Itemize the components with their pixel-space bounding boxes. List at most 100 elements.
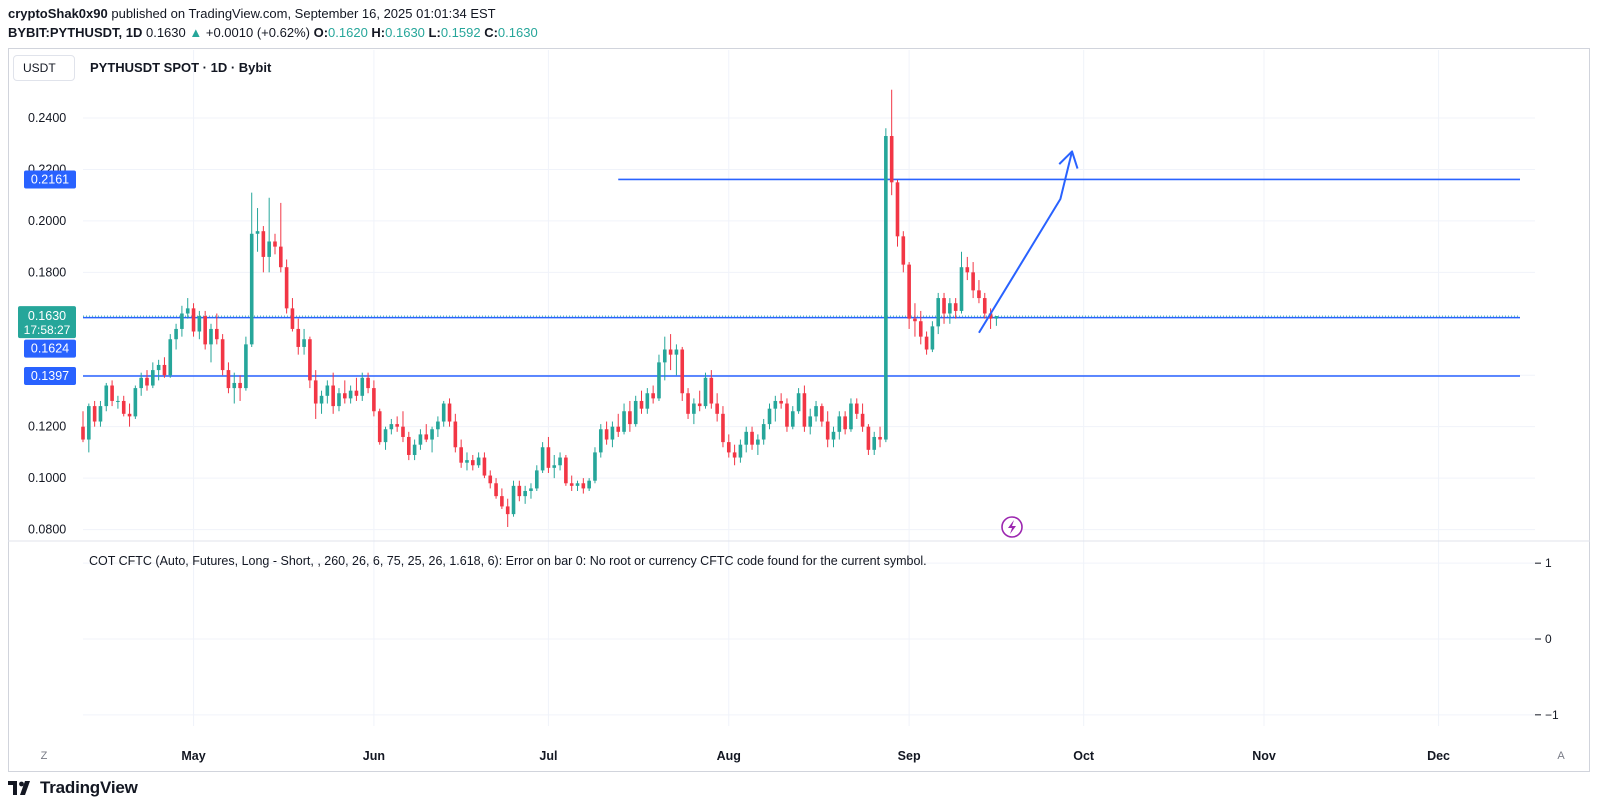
candle-body (738, 444, 743, 458)
candle (505, 498, 510, 527)
candle-body (244, 344, 248, 389)
candle-body (436, 421, 440, 430)
candle-body (767, 408, 772, 425)
time-axis[interactable]: May Jun Jul Aug Sep Oct Nov Dec (181, 749, 1450, 763)
candle (697, 390, 702, 412)
candle (796, 388, 801, 414)
candle (854, 398, 859, 419)
candle-body (529, 488, 533, 491)
candle-body (953, 303, 958, 311)
candle-body (796, 393, 801, 412)
candle (866, 424, 871, 455)
candle-body (662, 349, 667, 363)
candle-body (470, 460, 475, 466)
candle (383, 426, 388, 450)
candle (534, 465, 539, 491)
candle (424, 424, 429, 443)
candle-body (447, 403, 452, 422)
candle (918, 310, 923, 345)
candle (366, 372, 370, 394)
candle-body (302, 339, 306, 347)
publish-text: published on TradingView.com, September … (111, 6, 496, 21)
candle (162, 357, 167, 378)
candles[interactable] (81, 89, 999, 527)
trend-arrow[interactable] (978, 150, 1079, 334)
candle-body (267, 241, 271, 257)
zoom-z-icon[interactable]: Z (35, 746, 53, 764)
candle (901, 231, 906, 273)
candle (529, 483, 533, 499)
candle (744, 426, 749, 453)
candle (558, 452, 562, 471)
candle (430, 426, 434, 453)
candle (395, 416, 399, 432)
candle-body (604, 429, 609, 440)
candle (313, 370, 318, 419)
currency-button[interactable]: USDT (13, 55, 75, 81)
tradingview-logo-text: TradingView (40, 778, 138, 797)
horizontal-lines[interactable] (83, 178, 1520, 377)
candle-body (331, 385, 335, 407)
candle (872, 431, 877, 455)
candle-body (534, 470, 539, 489)
candle (622, 403, 626, 435)
candle-body (389, 424, 394, 430)
candle-body (779, 400, 783, 404)
candle-body (703, 377, 708, 407)
candle-body (406, 436, 411, 455)
candle (843, 411, 847, 435)
candle (447, 398, 452, 427)
candle-body (913, 318, 917, 322)
symbol-name[interactable]: BYBIT:PYTHUSDT, 1D (8, 25, 143, 40)
candle-body (692, 403, 696, 414)
candle (546, 436, 551, 473)
candle-body (366, 377, 370, 389)
candle (459, 439, 463, 468)
auto-scale-icon[interactable]: A (1552, 746, 1570, 764)
lightning-icon[interactable] (1001, 516, 1023, 538)
candle-body (337, 393, 341, 407)
tradingview-logo-icon (8, 781, 30, 795)
candle (203, 310, 207, 350)
candle (598, 424, 603, 458)
indicator-axis: 1 0 −1 (83, 556, 1559, 722)
candle (825, 411, 830, 448)
candle-body (971, 272, 975, 291)
candle-body (820, 406, 824, 422)
candle-body (174, 328, 178, 340)
candle (785, 398, 789, 432)
candle (110, 380, 114, 407)
candle (849, 398, 853, 432)
candle (302, 328, 306, 355)
grid-lines (83, 50, 1535, 726)
candle-body (843, 416, 847, 430)
candle (569, 475, 574, 491)
candle-body (255, 231, 260, 234)
candle-body (878, 436, 882, 440)
price-label-text: 0.1630 (28, 309, 66, 323)
author-name[interactable]: cryptoShak0x90 (8, 6, 108, 21)
candle-body (87, 406, 91, 440)
candle-body (872, 436, 877, 450)
candle-body (319, 395, 324, 404)
time-tick-label: Nov (1252, 749, 1276, 763)
candle-body (837, 416, 842, 432)
candle-body (354, 390, 359, 396)
candle (325, 380, 330, 404)
candle (977, 280, 981, 304)
change-up-icon: ▲ (189, 25, 203, 40)
candle (337, 388, 341, 412)
candle-body (785, 403, 789, 427)
tradingview-logo[interactable]: TradingView (8, 778, 138, 798)
candle (342, 380, 347, 404)
candle (878, 426, 882, 448)
candle (668, 334, 673, 371)
time-tick-label: Aug (717, 749, 741, 763)
candle (331, 372, 335, 414)
candle-body (249, 233, 254, 345)
price-tick-label: 0.1800 (28, 265, 66, 279)
candle (680, 346, 685, 401)
price-label-box (24, 367, 76, 386)
